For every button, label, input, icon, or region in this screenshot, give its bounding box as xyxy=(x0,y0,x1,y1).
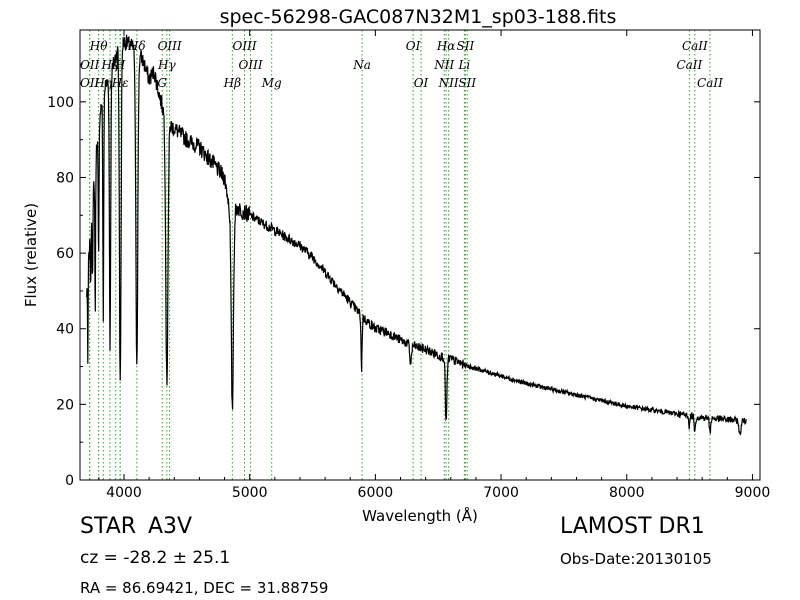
spectral-line-label: NII xyxy=(433,58,454,72)
spectral-line-label: Hθ xyxy=(89,39,108,53)
spectral-line-label: Li xyxy=(457,58,470,72)
spectral-line-label: H xyxy=(114,58,126,72)
plot-frame xyxy=(79,29,761,481)
spectral-line-label: OIII xyxy=(158,39,182,53)
spectral-line-label: CaII xyxy=(682,39,708,53)
redshift-cz: cz = -28.2 ± 25.1 xyxy=(80,548,231,568)
x-tick-label: 6000 xyxy=(358,485,394,501)
spectral-line-markers xyxy=(89,30,711,480)
x-tick-label: 8000 xyxy=(609,485,645,501)
y-tick-label: 80 xyxy=(56,170,74,186)
spectral-line-label: OIII xyxy=(233,39,257,53)
x-tick-label: 5000 xyxy=(232,485,268,501)
x-tick-label: 7000 xyxy=(483,485,519,501)
survey-name: LAMOST DR1 xyxy=(560,514,705,539)
y-tick-label: 0 xyxy=(65,473,74,489)
spectral-line-label: G xyxy=(157,76,167,90)
spectral-line-label: Hε xyxy=(111,76,129,90)
x-tick-label: 4000 xyxy=(106,485,142,501)
y-tick-label: 40 xyxy=(56,322,74,338)
spectral-line-label: K xyxy=(110,58,121,72)
x-tick-label: 9000 xyxy=(735,485,771,501)
observation-date: Obs-Date:20130105 xyxy=(560,550,712,568)
x-axis: 4000 5000 6000 7000 8000 9000 xyxy=(98,30,771,501)
y-axis: 0 20 40 60 80 100 xyxy=(47,63,760,489)
spectral-line-label: OI xyxy=(406,39,421,53)
spectrum-line xyxy=(85,34,747,436)
y-tick-label: 20 xyxy=(56,397,74,413)
spectral-line-label: CaII xyxy=(676,58,702,72)
spectral-line-labels: OIIHθOIIHηHζKHεHδHGOIIIHγHβOIIIOIIIMgNaO… xyxy=(80,39,723,90)
spectral-line-label: CaII xyxy=(697,76,723,90)
spectral-line-label: NII xyxy=(438,76,459,90)
spectral-line-label: Hβ xyxy=(223,76,241,90)
y-axis-label: Flux (relative) xyxy=(22,203,40,307)
spectral-line-label: Na xyxy=(352,58,371,72)
spectral-line-label: SII xyxy=(457,39,475,53)
spectral-line-label: OI xyxy=(414,76,429,90)
object-class: STAR xyxy=(80,514,137,539)
spectral-line-label: Hη xyxy=(93,76,112,90)
spectral-line-label: SII xyxy=(458,76,476,90)
y-tick-label: 100 xyxy=(47,95,74,111)
spectral-line-label: OII xyxy=(80,76,100,90)
spectral-line-label: OII xyxy=(80,58,100,72)
coordinates: RA = 86.69421, DEC = 31.88759 xyxy=(80,579,329,597)
y-tick-label: 60 xyxy=(56,246,74,262)
spectral-line-label: Mg xyxy=(261,76,282,90)
object-subclass: A3V xyxy=(148,514,193,539)
x-axis-label: Wavelength (Å) xyxy=(362,506,478,525)
chart-title: spec-56298-GAC087N32M1_sp03-188.fits xyxy=(220,6,617,28)
spectral-line-label: OIII xyxy=(239,58,263,72)
spectral-line-label: Hγ xyxy=(157,58,176,72)
spectral-line-label: Hα xyxy=(436,39,456,53)
